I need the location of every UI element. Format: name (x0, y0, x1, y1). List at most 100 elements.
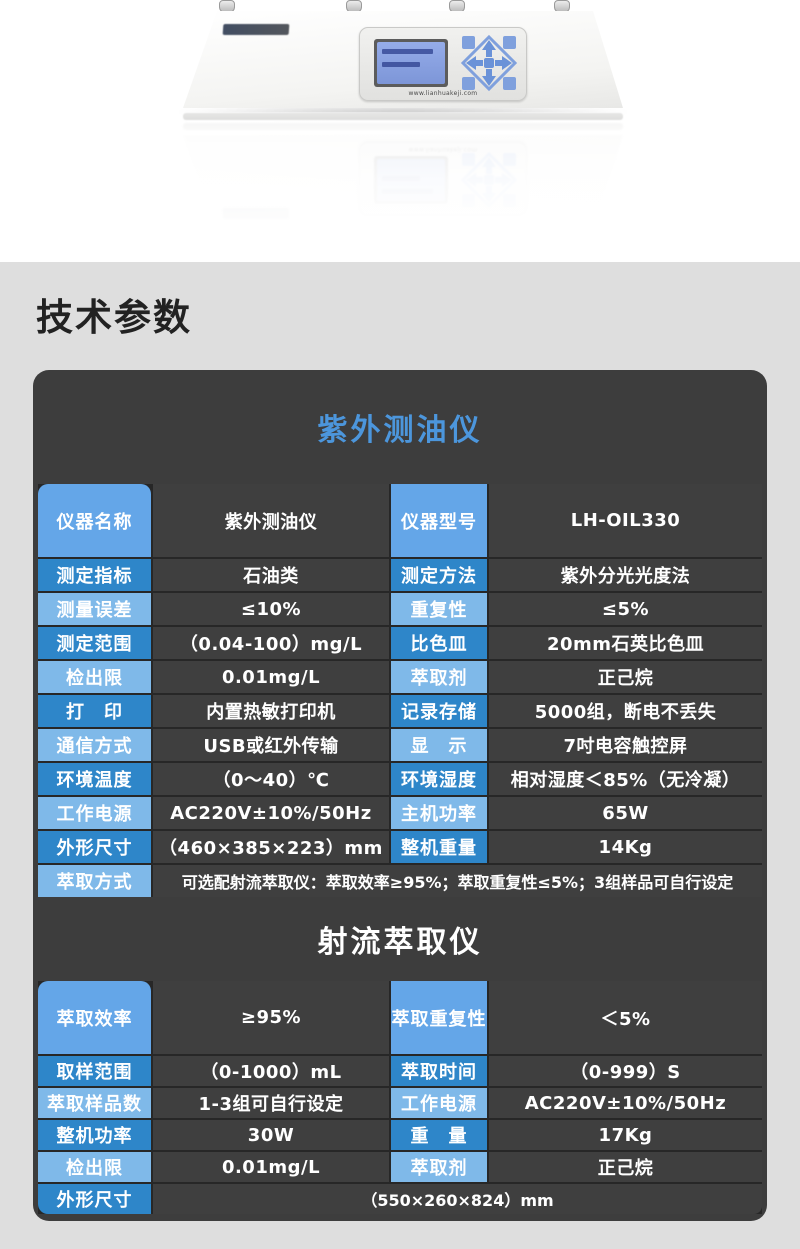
lcd-text-line (382, 62, 421, 67)
spec-label: 打 印 (38, 695, 151, 728)
spec-row: 取样范围 （0-1000）mL 萃取时间 （0-999）S (38, 1056, 762, 1087)
spec-label: 外形尺寸 (38, 831, 151, 864)
spec-row: 打 印内置热敏打印机 记录存储 5000组，断电不丢失 (38, 695, 762, 728)
spec-value: 正己烷 (489, 1152, 762, 1183)
section-title: 技术参数 (36, 296, 192, 339)
spec-value: USB或红外传输 (153, 729, 389, 762)
spec-row: 萃取效率 ≥95% 萃取重复性 ＜5% (38, 981, 762, 1055)
spec-value: （460×385×223）mm (153, 831, 389, 864)
spec-label: 比色皿 (391, 627, 487, 660)
spec-row: 萃取样品数 1-3组可自行设定 工作电源 AC220V±10%/50Hz (38, 1088, 762, 1119)
spec-value: ≤10% (153, 593, 389, 626)
spec-label: 环境温度 (38, 763, 151, 796)
reflection-fade (0, 112, 800, 262)
spec-row: 测定范围 （0.04-100）mg/L 比色皿 20mm石英比色皿 (38, 627, 762, 660)
spec-label: 萃取方式 (38, 865, 151, 898)
spec-label: 重复性 (391, 593, 487, 626)
spec-row: 检出限 0.01mg/L 萃取剂 正己烷 (38, 661, 762, 694)
device-image: www.lianhuakeji.com (0, 0, 800, 262)
keypad-arrows-icon (460, 34, 518, 92)
product-photo-section: www.lianhuakeji.com (0, 0, 800, 262)
device-lcd-screen (377, 42, 445, 84)
spec-value: 紫外分光光度法 (489, 559, 762, 592)
spec-value: 可选配射流萃取仪：萃取效率≥95%；萃取重复性≤5%；3组样品可自行设定 (153, 865, 762, 898)
lcd-text-line (382, 49, 434, 54)
spec-table: 萃取效率 ≥95% 萃取重复性 ＜5% 取样范围 （0-1000）mL 萃取时间 （0-999… (38, 981, 762, 1215)
spec-value: 0.01mg/L (153, 661, 389, 694)
spec-value: （0.04-100）mg/L (153, 627, 389, 660)
spec-label: 整机功率 (38, 1120, 151, 1151)
spec-label: 仪器名称 (38, 484, 151, 558)
spec-label: 检出限 (38, 661, 151, 694)
spec-label: 外形尺寸 (38, 1184, 151, 1215)
spec-label: 记录存储 (391, 695, 487, 728)
spec-label: 工作电源 (38, 797, 151, 830)
spec-value: ＜5% (489, 981, 762, 1055)
table-title: 射流萃取仪 (317, 925, 483, 961)
spec-label: 通信方式 (38, 729, 151, 762)
spec-label: 测量误差 (38, 593, 151, 626)
device-lcd-frame (374, 39, 448, 87)
spec-value: 相对湿度＜85%（无冷凝） (489, 763, 762, 796)
device-body: www.lianhuakeji.com (183, 11, 623, 123)
spec-value: 7吋电容触控屏 (489, 729, 762, 762)
spec-value: 30W (153, 1120, 389, 1151)
spec-label: 检出限 (38, 1152, 151, 1183)
spec-label: 环境湿度 (391, 763, 487, 796)
spec-value: 0.01mg/L (153, 1152, 389, 1183)
spec-label: 工作电源 (391, 1088, 487, 1119)
spec-value: 65W (489, 797, 762, 830)
spec-row: 仪器名称 紫外测油仪 仪器型号 LH-OIL330 (38, 484, 762, 558)
spec-row: 外形尺寸 （550×260×824）mm (38, 1184, 762, 1215)
spec-panel: 紫外测油仪 仪器名称 紫外测油仪 仪器型号 LH-OIL330 测定指标 石油类 测定方法 紫外… (33, 370, 767, 1222)
spec-value: （0～40）℃ (153, 763, 389, 796)
spec-value: ≥95% (153, 981, 389, 1055)
table-title: 紫外测油仪 (317, 413, 483, 449)
spec-row: 整机功率 30W 重 量 17Kg (38, 1120, 762, 1151)
spec-value: 石油类 (153, 559, 389, 592)
spec-value: 20mm石英比色皿 (489, 627, 762, 660)
spec-label: 萃取时间 (391, 1056, 487, 1087)
spec-value: 14Kg (489, 831, 762, 864)
spec-row: 检出限 0.01mg/L 萃取剂 正己烷 (38, 1152, 762, 1183)
spec-label: 测定范围 (38, 627, 151, 660)
spec-value: 内置热敏打印机 (153, 695, 389, 728)
spec-label: 整机重量 (391, 831, 487, 864)
spec-value: AC220V±10%/50Hz (153, 797, 389, 830)
spec-label: 测定方法 (391, 559, 487, 592)
spec-row: 外形尺寸 （460×385×223）mm 整机重量 14Kg (38, 831, 762, 864)
spec-label: 显 示 (391, 729, 487, 762)
spec-label: 萃取样品数 (38, 1088, 151, 1119)
spec-value: （0-999）S (489, 1056, 762, 1087)
spec-label: 重 量 (391, 1120, 487, 1151)
spec-label: 萃取效率 (38, 981, 151, 1055)
spec-label: 萃取剂 (391, 661, 487, 694)
spec-row: 测定指标 石油类 测定方法 紫外分光光度法 (38, 559, 762, 592)
device-control-panel: www.lianhuakeji.com (359, 27, 527, 101)
spec-value: ≤5% (489, 593, 762, 626)
spec-row: 萃取方式 可选配射流萃取仪：萃取效率≥95%；萃取重复性≤5%；3组样品可自行设定 (38, 865, 762, 898)
spec-row: 通信方式 USB或红外传输显 示 7吋电容触控屏 (38, 729, 762, 762)
spec-label: 测定指标 (38, 559, 151, 592)
device-website-text: www.lianhuakeji.com (408, 90, 478, 97)
spec-value: （550×260×824）mm (153, 1184, 762, 1215)
spec-value: 紫外测油仪 (153, 484, 389, 558)
spec-value: 正己烷 (489, 661, 762, 694)
spec-value: 17Kg (489, 1120, 762, 1151)
spec-value: 1-3组可自行设定 (153, 1088, 389, 1119)
spec-row: 测量误差 ≤10% 重复性 ≤5% (38, 593, 762, 626)
spec-label: 萃取剂 (391, 1152, 487, 1183)
spec-label: 仪器型号 (391, 484, 487, 558)
spec-table: 仪器名称 紫外测油仪 仪器型号 LH-OIL330 测定指标 石油类 测定方法 紫外分光光度法… (38, 484, 762, 898)
spec-label: 取样范围 (38, 1056, 151, 1087)
spec-value: AC220V±10%/50Hz (489, 1088, 762, 1119)
tech-spec-section: 技术参数 紫外测油仪 仪器名称 紫外测油仪 仪器型号 LH-OIL330 测定指标 石油类测… (0, 262, 800, 1249)
brand-logo (222, 24, 290, 35)
spec-row: 工作电源 AC220V±10%/50Hz 主机功率 65W (38, 797, 762, 830)
spec-value: 5000组，断电不丢失 (489, 695, 762, 728)
spec-label: 萃取重复性 (391, 981, 487, 1055)
spec-row: 环境温度 （0～40）℃ 环境湿度 相对湿度＜85%（无冷凝） (38, 763, 762, 796)
spec-value: （0-1000）mL (153, 1056, 389, 1087)
spec-value: LH-OIL330 (489, 484, 762, 558)
spec-label: 主机功率 (391, 797, 487, 830)
